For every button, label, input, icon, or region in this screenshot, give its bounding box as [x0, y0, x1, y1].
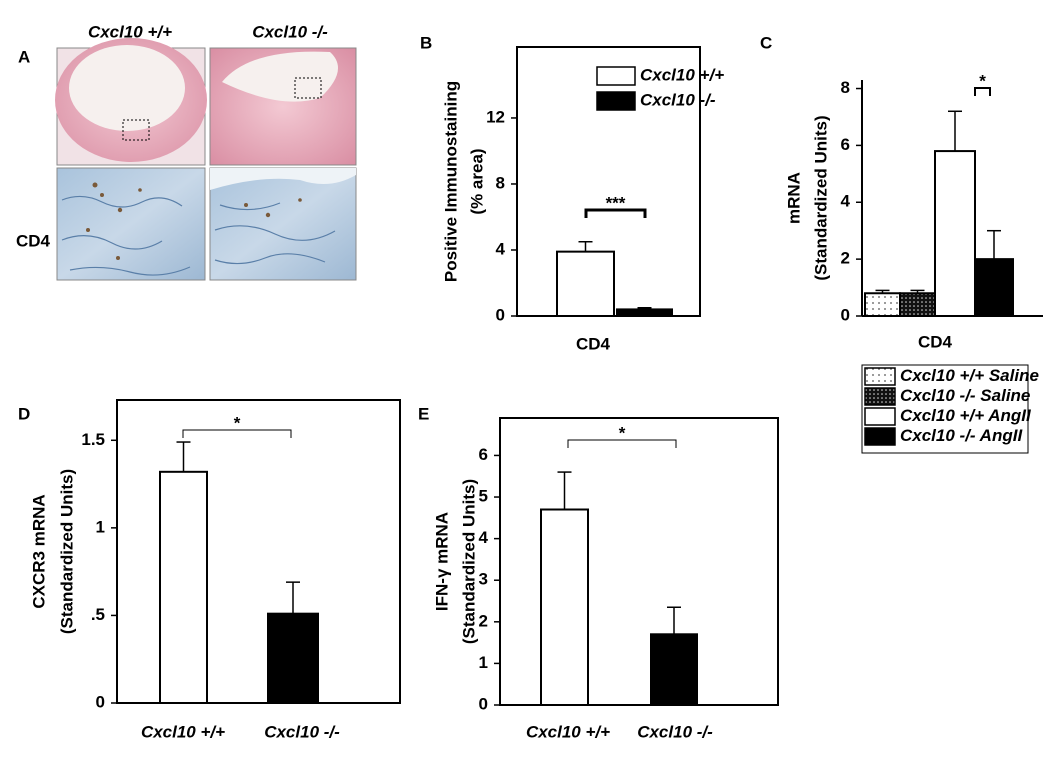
legend-label: Cxcl10 +/+ AngII — [900, 406, 1032, 425]
zoom-box — [294, 77, 322, 99]
panel-label: E — [418, 404, 429, 423]
bar — [864, 292, 901, 318]
legend-swatch — [864, 407, 896, 426]
y-axis-title: (Standardized Units) — [57, 469, 76, 634]
plot-frame — [116, 399, 401, 704]
x-tick-label: CD4 — [576, 334, 611, 353]
vessel-lumen — [222, 51, 338, 102]
legend-swatch — [864, 427, 896, 446]
bar — [934, 150, 976, 317]
y-tick-label: 4 — [496, 239, 506, 258]
stained-cells — [86, 182, 302, 260]
x-tick-label: Cxcl10 -/- — [264, 722, 340, 741]
y-axis-title: mRNA — [784, 172, 803, 224]
y-tick-label: 8 — [841, 78, 850, 97]
significance-label: * — [234, 413, 241, 432]
legend-label: Cxcl10 -/- Saline — [900, 386, 1030, 405]
panel-label: D — [18, 404, 30, 423]
tissue-texture — [61, 195, 336, 276]
y-tick-label: 5 — [479, 487, 488, 506]
significance-label: *** — [606, 193, 626, 212]
y-tick-label: 1 — [96, 517, 105, 536]
y-axis-title: CXCR3 mRNA — [29, 494, 48, 608]
lumen-edge — [210, 168, 356, 190]
legend-swatch — [864, 367, 896, 386]
bar — [974, 258, 1014, 318]
column-label: Cxcl10 -/- — [252, 22, 328, 41]
legend-label: Cxcl10 -/- — [640, 90, 716, 109]
y-tick-label: 8 — [496, 173, 505, 192]
x-tick-label: Cxcl10 -/- — [637, 722, 713, 741]
x-tick-label: Cxcl10 +/+ — [526, 722, 610, 741]
zoom-box — [122, 119, 150, 141]
legend-swatch — [596, 91, 636, 111]
y-tick-label: 1.5 — [81, 430, 105, 449]
y-tick-label: .5 — [91, 605, 105, 624]
y-axis-title: IFN-γ mRNA — [432, 512, 451, 611]
column-label: Cxcl10 +/+ — [88, 22, 172, 41]
bar — [616, 308, 673, 317]
plot-frame — [499, 417, 779, 706]
panel-label: A — [18, 47, 30, 66]
y-tick-label: 4 — [841, 192, 851, 211]
y-axis-title: Positive Immunostaining — [441, 81, 460, 282]
y-tick-label: 2 — [479, 611, 488, 630]
y-tick-label: 1 — [479, 653, 488, 672]
bar — [899, 292, 936, 318]
x-tick-label: CD4 — [918, 332, 953, 351]
image-bottom-left — [56, 167, 206, 281]
micrographs — [55, 38, 357, 281]
legend-swatch — [864, 387, 896, 406]
vessel-lumen — [69, 45, 185, 131]
y-tick-label: 0 — [496, 305, 505, 324]
significance-label: * — [619, 423, 626, 442]
bar — [540, 508, 589, 706]
legend-label: Cxcl10 +/+ Saline — [900, 366, 1039, 385]
row-label: CD4 — [16, 231, 51, 250]
significance-bracket — [567, 439, 677, 448]
bar — [159, 470, 208, 704]
bar — [267, 612, 319, 705]
legend-swatch — [596, 66, 636, 86]
significance-bracket — [182, 429, 292, 438]
y-tick-label: 4 — [479, 528, 489, 547]
y-tick-label: 0 — [841, 305, 850, 324]
bar — [556, 250, 615, 317]
y-tick-label: 0 — [479, 694, 488, 713]
y-axis-title: (Standardized Units) — [811, 115, 830, 280]
x-tick-label: Cxcl10 +/+ — [141, 722, 225, 741]
significance-bracket — [584, 208, 647, 218]
y-tick-label: 3 — [479, 570, 488, 589]
y-axis-title: (% area) — [467, 148, 486, 214]
image-bottom-right — [209, 167, 357, 281]
legend-label: Cxcl10 -/- AngII — [900, 426, 1023, 445]
y-axis-title: (Standardized Units) — [459, 479, 478, 644]
panel-label: C — [760, 33, 772, 52]
bar — [650, 633, 698, 706]
y-tick-label: 12 — [486, 107, 505, 126]
y-tick-label: 2 — [841, 249, 850, 268]
legend-label: Cxcl10 +/+ — [640, 65, 724, 84]
panel-label: B — [420, 33, 432, 52]
significance-label: * — [979, 71, 986, 90]
y-tick-label: 6 — [841, 135, 850, 154]
y-tick-label: 0 — [96, 692, 105, 711]
significance-bracket — [974, 87, 991, 96]
legend-frame — [861, 364, 1029, 454]
y-tick-label: 6 — [479, 445, 488, 464]
